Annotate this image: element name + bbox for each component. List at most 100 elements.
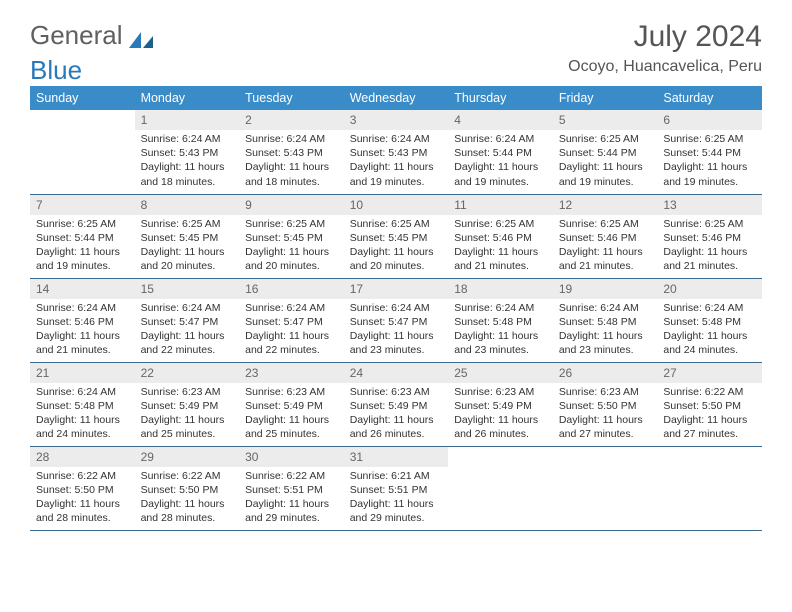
day-sun-info: Sunrise: 6:21 AMSunset: 5:51 PMDaylight:… — [344, 467, 449, 530]
calendar-day-cell: 1Sunrise: 6:24 AMSunset: 5:43 PMDaylight… — [135, 110, 240, 194]
day-number: 14 — [30, 279, 135, 299]
calendar-table: SundayMondayTuesdayWednesdayThursdayFrid… — [30, 86, 762, 531]
day-sun-info: Sunrise: 6:22 AMSunset: 5:50 PMDaylight:… — [135, 467, 240, 530]
calendar-week-row: 21Sunrise: 6:24 AMSunset: 5:48 PMDayligh… — [30, 362, 762, 446]
day-sun-info: Sunrise: 6:24 AMSunset: 5:44 PMDaylight:… — [448, 130, 553, 193]
calendar-day-cell: 16Sunrise: 6:24 AMSunset: 5:47 PMDayligh… — [239, 278, 344, 362]
weekday-header: Wednesday — [344, 86, 449, 110]
day-number: 6 — [657, 110, 762, 130]
day-number: 22 — [135, 363, 240, 383]
day-number: 16 — [239, 279, 344, 299]
day-sun-info: Sunrise: 6:25 AMSunset: 5:44 PMDaylight:… — [553, 130, 658, 193]
day-sun-info: Sunrise: 6:25 AMSunset: 5:45 PMDaylight:… — [344, 215, 449, 278]
day-number: 7 — [30, 195, 135, 215]
calendar-day-cell — [448, 446, 553, 530]
day-number: 15 — [135, 279, 240, 299]
calendar-day-cell: 11Sunrise: 6:25 AMSunset: 5:46 PMDayligh… — [448, 194, 553, 278]
day-sun-info: Sunrise: 6:24 AMSunset: 5:46 PMDaylight:… — [30, 299, 135, 362]
calendar-day-cell: 29Sunrise: 6:22 AMSunset: 5:50 PMDayligh… — [135, 446, 240, 530]
calendar-day-cell: 27Sunrise: 6:22 AMSunset: 5:50 PMDayligh… — [657, 362, 762, 446]
day-number: 4 — [448, 110, 553, 130]
day-sun-info: Sunrise: 6:25 AMSunset: 5:46 PMDaylight:… — [448, 215, 553, 278]
day-number: 9 — [239, 195, 344, 215]
calendar-day-cell: 21Sunrise: 6:24 AMSunset: 5:48 PMDayligh… — [30, 362, 135, 446]
calendar-day-cell: 23Sunrise: 6:23 AMSunset: 5:49 PMDayligh… — [239, 362, 344, 446]
day-sun-info: Sunrise: 6:24 AMSunset: 5:43 PMDaylight:… — [344, 130, 449, 193]
day-sun-info: Sunrise: 6:22 AMSunset: 5:50 PMDaylight:… — [657, 383, 762, 446]
calendar-day-cell: 22Sunrise: 6:23 AMSunset: 5:49 PMDayligh… — [135, 362, 240, 446]
day-sun-info: Sunrise: 6:24 AMSunset: 5:47 PMDaylight:… — [135, 299, 240, 362]
calendar-header-row: SundayMondayTuesdayWednesdayThursdayFrid… — [30, 86, 762, 110]
day-number: 21 — [30, 363, 135, 383]
calendar-day-cell: 12Sunrise: 6:25 AMSunset: 5:46 PMDayligh… — [553, 194, 658, 278]
day-sun-info: Sunrise: 6:25 AMSunset: 5:45 PMDaylight:… — [135, 215, 240, 278]
day-sun-info: Sunrise: 6:23 AMSunset: 5:49 PMDaylight:… — [135, 383, 240, 446]
calendar-day-cell: 31Sunrise: 6:21 AMSunset: 5:51 PMDayligh… — [344, 446, 449, 530]
location-subtitle: Ocoyo, Huancavelica, Peru — [568, 58, 762, 76]
calendar-day-cell: 17Sunrise: 6:24 AMSunset: 5:47 PMDayligh… — [344, 278, 449, 362]
logo-text-blue: Blue — [30, 55, 82, 86]
day-sun-info: Sunrise: 6:25 AMSunset: 5:44 PMDaylight:… — [657, 130, 762, 193]
day-number: 26 — [553, 363, 658, 383]
day-number: 2 — [239, 110, 344, 130]
calendar-day-cell — [30, 110, 135, 194]
day-sun-info: Sunrise: 6:24 AMSunset: 5:48 PMDaylight:… — [30, 383, 135, 446]
day-sun-info: Sunrise: 6:23 AMSunset: 5:49 PMDaylight:… — [448, 383, 553, 446]
calendar-week-row: 7Sunrise: 6:25 AMSunset: 5:44 PMDaylight… — [30, 194, 762, 278]
calendar-day-cell: 20Sunrise: 6:24 AMSunset: 5:48 PMDayligh… — [657, 278, 762, 362]
day-number: 18 — [448, 279, 553, 299]
day-sun-info: Sunrise: 6:24 AMSunset: 5:48 PMDaylight:… — [553, 299, 658, 362]
calendar-day-cell — [657, 446, 762, 530]
day-number: 28 — [30, 447, 135, 467]
calendar-week-row: 1Sunrise: 6:24 AMSunset: 5:43 PMDaylight… — [30, 110, 762, 194]
weekday-header: Friday — [553, 86, 658, 110]
weekday-header: Saturday — [657, 86, 762, 110]
calendar-day-cell: 18Sunrise: 6:24 AMSunset: 5:48 PMDayligh… — [448, 278, 553, 362]
logo-text-general: General — [30, 20, 123, 51]
calendar-day-cell: 24Sunrise: 6:23 AMSunset: 5:49 PMDayligh… — [344, 362, 449, 446]
calendar-week-row: 28Sunrise: 6:22 AMSunset: 5:50 PMDayligh… — [30, 446, 762, 530]
day-number: 10 — [344, 195, 449, 215]
calendar-day-cell: 2Sunrise: 6:24 AMSunset: 5:43 PMDaylight… — [239, 110, 344, 194]
calendar-day-cell: 3Sunrise: 6:24 AMSunset: 5:43 PMDaylight… — [344, 110, 449, 194]
day-number: 12 — [553, 195, 658, 215]
day-number: 1 — [135, 110, 240, 130]
weekday-header: Sunday — [30, 86, 135, 110]
day-sun-info: Sunrise: 6:23 AMSunset: 5:50 PMDaylight:… — [553, 383, 658, 446]
calendar-week-row: 14Sunrise: 6:24 AMSunset: 5:46 PMDayligh… — [30, 278, 762, 362]
calendar-day-cell: 30Sunrise: 6:22 AMSunset: 5:51 PMDayligh… — [239, 446, 344, 530]
day-number: 29 — [135, 447, 240, 467]
day-sun-info: Sunrise: 6:25 AMSunset: 5:44 PMDaylight:… — [30, 215, 135, 278]
calendar-day-cell — [553, 446, 658, 530]
day-number: 5 — [553, 110, 658, 130]
calendar-day-cell: 25Sunrise: 6:23 AMSunset: 5:49 PMDayligh… — [448, 362, 553, 446]
day-sun-info: Sunrise: 6:24 AMSunset: 5:43 PMDaylight:… — [239, 130, 344, 193]
calendar-day-cell: 14Sunrise: 6:24 AMSunset: 5:46 PMDayligh… — [30, 278, 135, 362]
day-number: 3 — [344, 110, 449, 130]
weekday-header: Monday — [135, 86, 240, 110]
day-number: 27 — [657, 363, 762, 383]
page-title: July 2024 — [634, 20, 762, 54]
day-sun-info: Sunrise: 6:25 AMSunset: 5:46 PMDaylight:… — [657, 215, 762, 278]
day-number: 24 — [344, 363, 449, 383]
day-number: 17 — [344, 279, 449, 299]
day-number: 25 — [448, 363, 553, 383]
calendar-day-cell: 9Sunrise: 6:25 AMSunset: 5:45 PMDaylight… — [239, 194, 344, 278]
day-sun-info: Sunrise: 6:22 AMSunset: 5:50 PMDaylight:… — [30, 467, 135, 530]
calendar-day-cell: 8Sunrise: 6:25 AMSunset: 5:45 PMDaylight… — [135, 194, 240, 278]
weekday-header: Tuesday — [239, 86, 344, 110]
day-number: 19 — [553, 279, 658, 299]
day-sun-info: Sunrise: 6:23 AMSunset: 5:49 PMDaylight:… — [344, 383, 449, 446]
logo-sail-icon — [127, 26, 155, 46]
calendar-day-cell: 10Sunrise: 6:25 AMSunset: 5:45 PMDayligh… — [344, 194, 449, 278]
day-number: 8 — [135, 195, 240, 215]
logo: General — [30, 20, 157, 51]
day-number: 20 — [657, 279, 762, 299]
calendar-day-cell: 19Sunrise: 6:24 AMSunset: 5:48 PMDayligh… — [553, 278, 658, 362]
calendar-day-cell: 26Sunrise: 6:23 AMSunset: 5:50 PMDayligh… — [553, 362, 658, 446]
day-sun-info: Sunrise: 6:24 AMSunset: 5:47 PMDaylight:… — [344, 299, 449, 362]
calendar-day-cell: 13Sunrise: 6:25 AMSunset: 5:46 PMDayligh… — [657, 194, 762, 278]
day-sun-info: Sunrise: 6:24 AMSunset: 5:48 PMDaylight:… — [448, 299, 553, 362]
day-sun-info: Sunrise: 6:23 AMSunset: 5:49 PMDaylight:… — [239, 383, 344, 446]
day-number: 31 — [344, 447, 449, 467]
